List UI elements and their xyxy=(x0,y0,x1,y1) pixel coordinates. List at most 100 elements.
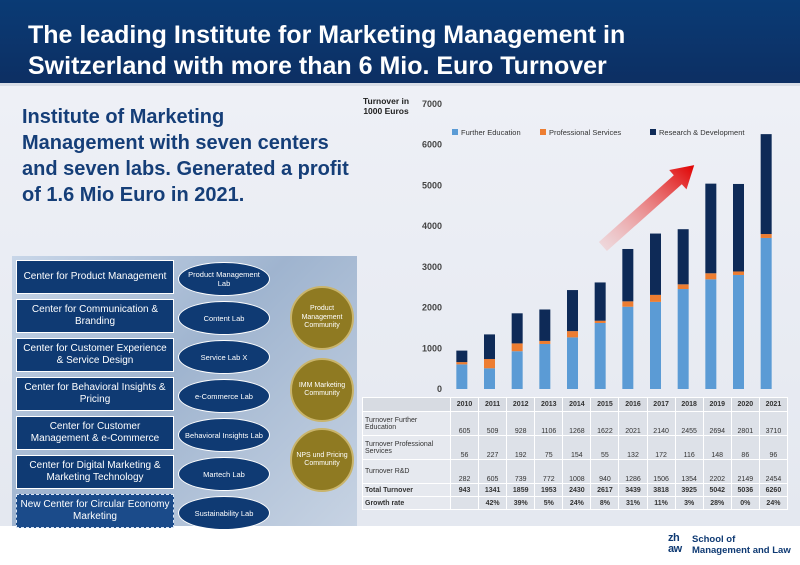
table-cell: 24% xyxy=(562,496,592,510)
year-header: 2017 xyxy=(646,397,676,412)
table-cell: 605 xyxy=(449,411,480,436)
bar-segment xyxy=(677,229,689,285)
bar-segment xyxy=(733,183,744,272)
bar-segment xyxy=(539,340,551,344)
table-cell: 39% xyxy=(506,496,536,510)
center-circular-economy: New Center for Circular Economy Marketin… xyxy=(16,494,174,528)
table-cell: 2694 xyxy=(702,411,732,436)
table-cell: 2140 xyxy=(646,411,676,436)
row-label: Turnover Further Education xyxy=(362,411,451,436)
center-communication-branding: Center for Communication & Branding xyxy=(16,299,174,333)
table-cell: 192 xyxy=(506,435,536,460)
table-cell: 154 xyxy=(562,435,592,460)
table-cell: 0% xyxy=(730,496,760,510)
table-cell: 5042 xyxy=(702,483,732,497)
table-cell: 148 xyxy=(702,435,732,460)
table-cell: 86 xyxy=(730,435,760,460)
table-cell: 509 xyxy=(478,411,508,436)
zhaw-logo-mark: zh aw xyxy=(668,532,682,555)
table-cell: 3925 xyxy=(674,483,704,497)
table-cell: 8% xyxy=(590,496,620,510)
legend-swatch xyxy=(650,129,656,135)
table-cell: 3818 xyxy=(646,483,676,497)
table-cell: 1354 xyxy=(674,459,704,484)
bar-segment xyxy=(511,343,523,352)
year-header: 2020 xyxy=(730,397,760,412)
table-cell: 11% xyxy=(646,496,676,510)
bar-segment xyxy=(622,248,634,302)
bar-segment xyxy=(622,301,634,307)
bar-segment xyxy=(567,331,578,338)
bar-segment xyxy=(539,309,551,341)
year-header: 2011 xyxy=(478,397,508,412)
y-tick-label: 2000 xyxy=(422,303,442,313)
bar-segment xyxy=(594,322,606,389)
turnover-chart: Turnover in 1000 Euros 0 1000 2000 3000 4000… xyxy=(360,92,790,392)
growth-arrow xyxy=(598,165,695,251)
table-cell: 2617 xyxy=(590,483,620,497)
year-header: 2013 xyxy=(534,397,564,412)
chart-canvas: 0 1000 2000 3000 4000 5000 6000 7000 Further Edu… xyxy=(422,99,772,392)
row-label: Turnover R&D xyxy=(362,459,451,484)
y-tick-label: 0 xyxy=(437,384,442,392)
table-cell: 75 xyxy=(534,435,564,460)
bar-segment xyxy=(650,301,661,389)
table-row: Turnover Professional Services 56 227 192 75… xyxy=(362,435,789,460)
center-product-management: Center for Product Management xyxy=(16,260,174,294)
year-header: 2012 xyxy=(506,397,536,412)
table-cell: 3439 xyxy=(618,483,648,497)
table-row: Total Turnover 943 1341 1859 1953 2430 2617 343… xyxy=(362,483,789,497)
bar-segment xyxy=(650,233,661,295)
community-imm-marketing: IMM Marketing Community xyxy=(290,358,354,422)
legend-swatch xyxy=(452,129,458,135)
center-behavioral-insights: Center for Behavioral Insights & Pricing xyxy=(16,377,174,411)
table-cell: 739 xyxy=(506,459,536,484)
center-customer-experience: Center for Customer Experience & Service… xyxy=(16,338,174,372)
y-tick-label: 7000 xyxy=(422,99,442,109)
table-cell: 28% xyxy=(702,496,732,510)
y-tick-label: 3000 xyxy=(422,262,442,272)
bar-segment xyxy=(650,294,661,302)
table-cell: 3710 xyxy=(758,411,789,436)
bar-segment xyxy=(456,350,468,363)
bar-segment xyxy=(594,282,606,321)
table-row: Turnover R&D 282 605 739 772 1008 940 1286 1506 1… xyxy=(362,459,789,484)
table-cell: 2430 xyxy=(562,483,592,497)
bar-segment xyxy=(484,334,495,360)
bar-segment xyxy=(456,364,468,389)
table-cell xyxy=(449,496,480,510)
bar-segment xyxy=(760,234,772,238)
bar-segment xyxy=(705,279,717,389)
bar-segment xyxy=(484,368,495,389)
table-cell: 5% xyxy=(534,496,564,510)
table-cell: 2454 xyxy=(758,459,789,484)
bar-segment xyxy=(456,362,468,365)
year-header: 2010 xyxy=(449,397,480,412)
table-cell: 1106 xyxy=(534,411,564,436)
lab-ecommerce: e-Commerce Lab xyxy=(178,379,270,413)
lab-service: Service Lab X xyxy=(178,340,270,374)
table-cell: 3% xyxy=(674,496,704,510)
year-header: 2019 xyxy=(702,397,732,412)
bar-segment xyxy=(484,359,495,369)
table-cell: 1622 xyxy=(590,411,620,436)
bar-segment xyxy=(511,351,523,389)
y-tick-label: 6000 xyxy=(422,140,442,150)
legend-label: Research & Development xyxy=(659,128,745,137)
center-digital-marketing: Center for Digital Marketing & Marketing… xyxy=(16,455,174,489)
slide-title: The leading Institute for Marketing Mana… xyxy=(28,21,626,80)
table-cell: 1008 xyxy=(562,459,592,484)
table-cell: 1506 xyxy=(646,459,676,484)
year-header: 2018 xyxy=(674,397,704,412)
table-cell: 1341 xyxy=(478,483,508,497)
table-corner xyxy=(362,397,451,412)
row-label: Total Turnover xyxy=(362,483,451,497)
community-nps-pricing: NPS und Pricing Community xyxy=(290,428,354,492)
turnover-table: 2010 2011 2012 2013 2014 2015 2016 2017 2018 2019… xyxy=(362,397,789,510)
table-cell: 943 xyxy=(449,483,480,497)
table-cell: 116 xyxy=(674,435,704,460)
table-cell: 605 xyxy=(478,459,508,484)
row-label: Turnover Professional Services xyxy=(362,435,451,460)
school-logo: zh aw School of Management and Law xyxy=(668,533,798,561)
bar-segment xyxy=(760,134,772,235)
